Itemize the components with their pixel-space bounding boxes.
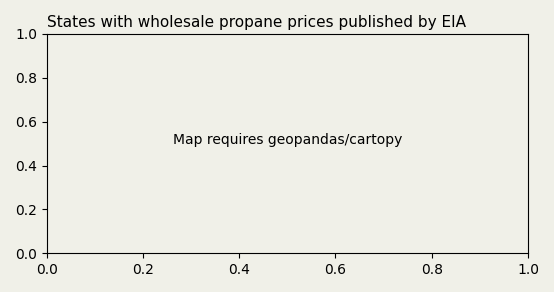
Text: Map requires geopandas/cartopy: Map requires geopandas/cartopy bbox=[173, 133, 402, 147]
Text: States with wholesale propane prices published by EIA: States with wholesale propane prices pub… bbox=[47, 15, 466, 30]
